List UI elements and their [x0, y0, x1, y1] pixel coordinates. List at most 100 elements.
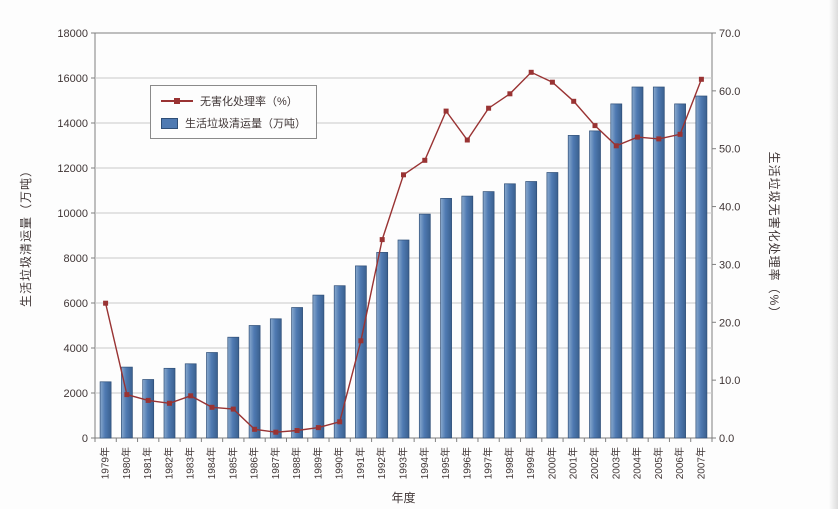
x-axis-tick-label: 1981年 [141, 447, 154, 479]
line-point-marker [422, 157, 428, 163]
left-axis: 0 2000 4000 6000 8000 10000 12000 14000 16000 180… [57, 28, 95, 445]
line-point-marker [124, 392, 130, 398]
bar [291, 307, 303, 439]
line-point-marker [698, 76, 704, 82]
line-point-marker [358, 338, 364, 344]
bar [355, 265, 367, 439]
x-axis-tick-label: 1979年 [99, 447, 112, 479]
left-axis-tick-label: 0 [82, 433, 88, 445]
line-point-marker [443, 108, 449, 114]
right-axis-tick-label: 70.0 [719, 28, 740, 40]
x-axis-tick-label: 2000年 [545, 447, 558, 479]
legend-label-bar-series: 生活垃圾清运量（万吨） [185, 118, 306, 130]
right-axis-tick-label: 30.0 [719, 259, 740, 271]
x-axis-tick-label: 1988年 [290, 447, 303, 479]
bar [184, 363, 197, 439]
bar [482, 191, 495, 439]
line-point-marker [464, 137, 470, 143]
right-axis-tick-label: 60.0 [719, 86, 740, 98]
bar [376, 252, 389, 439]
line-point-marker [337, 419, 343, 425]
bar [312, 294, 325, 439]
x-axis-tick-label: 1991年 [354, 447, 367, 479]
bar-series-swatch-icon [161, 117, 178, 129]
legend-label-line-series: 无害化处理率（%） [200, 96, 298, 108]
x-axis-tick-label: 1995年 [439, 447, 452, 479]
line-point-marker [592, 123, 598, 129]
right-axis: 0.0 10.0 20.0 30.0 40.0 50.0 60.0 70.0 [712, 28, 740, 445]
bar [589, 130, 601, 439]
legend-item-line-series: 无害化处理率（%） [161, 93, 306, 109]
gridlines [95, 77, 712, 394]
line-point-marker [507, 91, 513, 97]
left-axis-tick-label: 12000 [57, 163, 88, 175]
line-point-marker [273, 429, 279, 435]
x-axis-tick-label: 1996年 [460, 447, 473, 479]
x-axis-tick-label: 2004年 [631, 447, 644, 479]
x-axis-tick-label: 2007年 [694, 447, 707, 479]
bar [652, 86, 665, 439]
line-point-marker [379, 237, 385, 243]
x-axis-tick-label: 1999年 [524, 447, 537, 479]
line-point-marker [252, 426, 258, 432]
bar [248, 325, 261, 439]
bar [142, 379, 155, 439]
bar [631, 86, 644, 439]
x-axis-tick-label: 1987年 [269, 447, 282, 479]
line-point-marker [167, 400, 172, 406]
bar [397, 239, 410, 439]
line-point-marker [528, 69, 534, 75]
bar [695, 95, 708, 439]
line-point-marker [230, 406, 236, 412]
line-point-marker [209, 404, 215, 410]
x-axis-tick-label: 1994年 [418, 447, 431, 479]
line-point-marker [549, 79, 555, 85]
left-axis-tick-label: 6000 [64, 298, 88, 310]
bar [461, 195, 474, 439]
bar [525, 181, 538, 439]
line-point-marker [294, 428, 300, 433]
x-axis-tick-label: 1989年 [311, 447, 324, 479]
photo-edge-artifact [829, 0, 838, 509]
bar [206, 352, 218, 439]
right-axis-title: 生活垃圾无害化处理率（%） [767, 152, 782, 320]
line-point-marker [635, 134, 640, 140]
x-axis-tick-label: 1998年 [503, 447, 516, 479]
right-axis-tick-label: 40.0 [719, 202, 740, 214]
left-axis-tick-label: 8000 [64, 253, 88, 265]
right-axis-tick-label: 0.0 [719, 433, 734, 445]
square-marker-icon [174, 98, 180, 104]
line-point-marker [486, 105, 492, 111]
x-axis-tick-label: 1993年 [397, 447, 410, 479]
right-axis-tick-label: 50.0 [719, 144, 740, 156]
bar [418, 213, 431, 439]
bar [99, 381, 112, 439]
right-axis-tick-label: 10.0 [719, 375, 740, 387]
x-axis-tick-label: 1983年 [184, 447, 197, 479]
line-series-swatch-icon [161, 98, 193, 104]
x-axis-tick-label: 1990年 [333, 447, 346, 479]
line-point-marker [103, 300, 109, 306]
x-axis-tick-label: 2003年 [609, 447, 622, 479]
bar [610, 103, 623, 439]
bar [269, 318, 282, 439]
line-point-marker [613, 143, 619, 149]
x-axis-tick-label: 1986年 [248, 447, 261, 479]
x-axis-tick-label: 2002年 [588, 447, 601, 479]
x-axis-tick-label: 2006年 [673, 447, 686, 479]
left-axis-title: 生活垃圾清运量（万吨） [18, 164, 33, 307]
line-point-marker [571, 98, 577, 104]
bar [440, 198, 452, 439]
line-point-marker [401, 172, 406, 178]
x-axis-tick-label: 1992年 [375, 447, 388, 479]
line-point-marker [145, 397, 151, 403]
bar [121, 366, 133, 439]
bar [504, 183, 516, 439]
line-series [103, 69, 704, 435]
x-axis-tick-label: 1997年 [482, 447, 495, 479]
bar [333, 285, 346, 439]
line-point-marker [188, 393, 194, 399]
bar [674, 103, 686, 439]
x-axis-tick-label: 1982年 [163, 447, 176, 479]
